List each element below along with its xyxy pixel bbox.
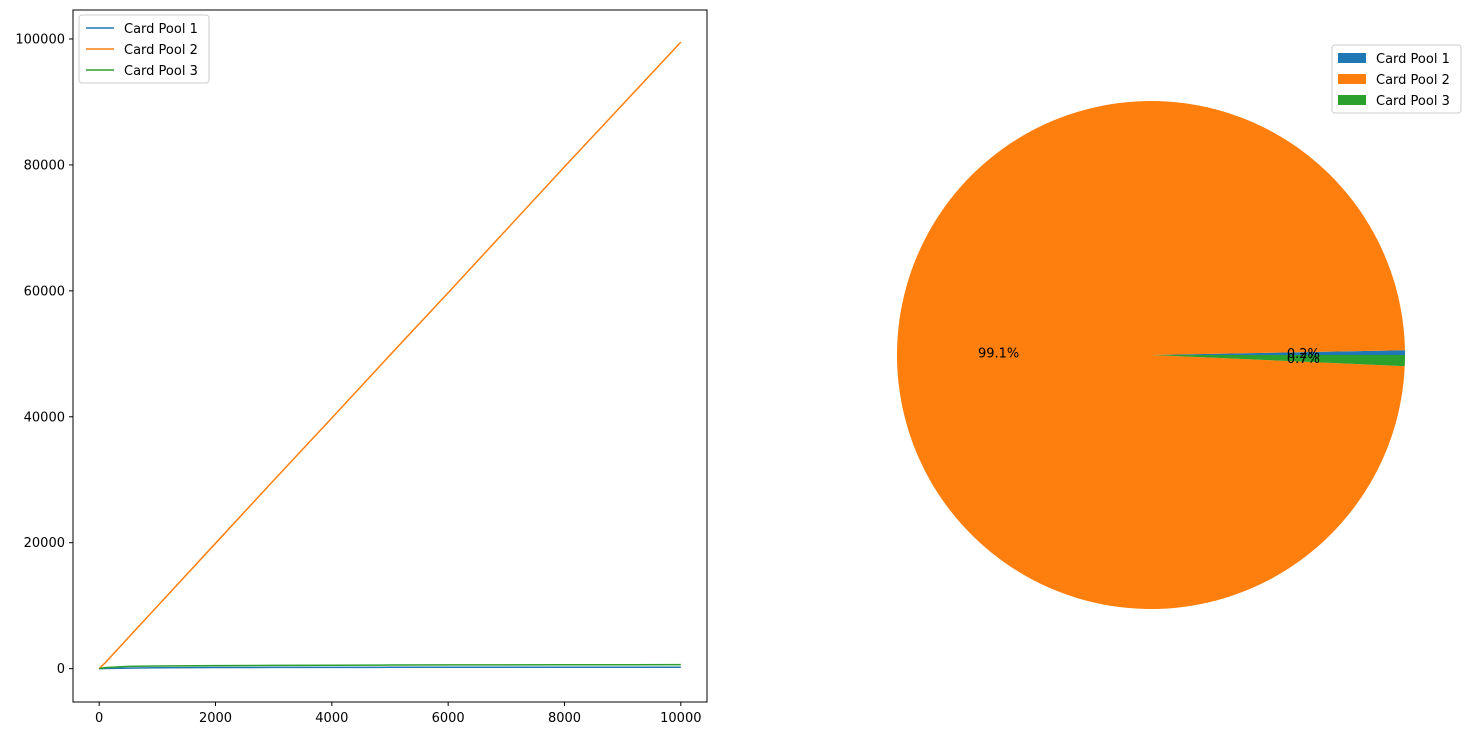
x-tick-label: 6000	[432, 711, 465, 726]
pie-chart: 0.2% 99.1% 0.7% Card Pool 1 Card Pool 2 Ca…	[896, 44, 1462, 610]
line-chart: 0 20000 40000 60000 80000 100000 0 2000 4000 600…	[15, 9, 708, 726]
pie-legend: Card Pool 1 Card Pool 2 Card Pool 3	[1331, 44, 1462, 114]
series-line-1	[99, 666, 681, 670]
pie-pct-label-3: 0.7%	[1287, 352, 1320, 367]
x-tick-label: 8000	[548, 711, 581, 726]
pie-pct-label-2: 99.1%	[978, 347, 1019, 362]
series-line-3	[99, 663, 681, 670]
x-tick-label: 0	[95, 711, 103, 726]
pie-legend-label-2: Card Pool 2	[1376, 73, 1450, 88]
x-tick-label: 10000	[660, 711, 701, 726]
series-line-2	[98, 41, 682, 670]
line-series-group	[98, 41, 682, 670]
pie-slice-2	[896, 101, 1405, 610]
y-tick-label: 80000	[24, 158, 65, 173]
pie-slice-3	[1151, 355, 1405, 367]
line-legend: Card Pool 1 Card Pool 2 Card Pool 3	[78, 14, 210, 84]
y-axis: 0 20000 40000 60000 80000 100000	[15, 32, 73, 677]
y-tick-label: 0	[57, 662, 65, 677]
pie-legend-label-3: Card Pool 3	[1376, 94, 1450, 109]
pie-legend-swatch-2	[1338, 74, 1366, 84]
y-tick-label: 100000	[15, 32, 65, 47]
pie-legend-swatch-1	[1338, 53, 1366, 63]
y-tick-label: 20000	[24, 536, 65, 551]
x-axis: 0 2000 4000 6000 8000 10000	[95, 702, 702, 726]
x-tick-label: 2000	[199, 711, 232, 726]
line-legend-label-3: Card Pool 3	[124, 64, 198, 79]
pie-slice-1	[1151, 350, 1405, 355]
pie-legend-swatch-3	[1338, 95, 1366, 105]
line-legend-frame	[78, 14, 210, 84]
pie-pct-label-1: 0.2%	[1287, 347, 1320, 362]
line-legend-label-2: Card Pool 2	[124, 43, 198, 58]
y-tick-label: 40000	[24, 410, 65, 425]
pie-labels: 0.2% 99.1% 0.7%	[978, 347, 1320, 367]
x-tick-label: 4000	[315, 711, 348, 726]
y-tick-label: 60000	[24, 284, 65, 299]
line-legend-label-1: Card Pool 1	[124, 22, 198, 37]
pie-legend-label-1: Card Pool 1	[1376, 52, 1450, 67]
pie-slices	[896, 101, 1405, 610]
